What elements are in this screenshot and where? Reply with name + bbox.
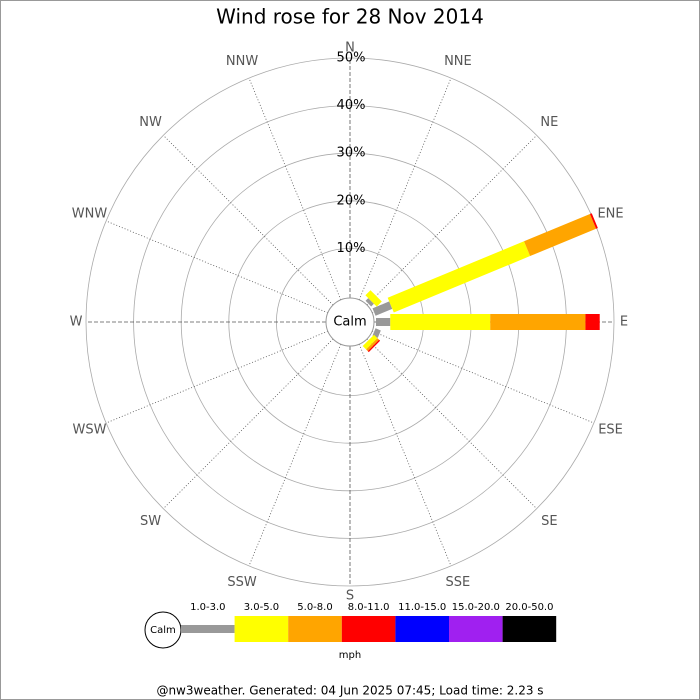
legend-swatch — [341, 616, 396, 642]
legend-label: 8.0-11.0 — [348, 602, 390, 613]
bar-segment — [490, 314, 586, 330]
direction-label: NW — [139, 115, 162, 130]
legend-label: 1.0-3.0 — [190, 602, 225, 613]
bar-segment — [372, 301, 393, 316]
legend-swatch — [288, 616, 342, 642]
legend-label: 5.0-8.0 — [297, 602, 332, 613]
bar-segment — [390, 314, 491, 330]
spoke — [105, 330, 328, 424]
direction-label: WNW — [72, 207, 108, 222]
direction-label: W — [70, 315, 83, 330]
direction-label: ESE — [598, 422, 623, 437]
bar-segment — [523, 213, 597, 257]
legend-swatch — [449, 616, 503, 642]
bar-segment — [362, 334, 378, 350]
direction-label: NNW — [226, 54, 258, 69]
direction-label: ENE — [597, 207, 623, 222]
direction-label: NNE — [444, 54, 472, 69]
legend-label: 11.0-15.0 — [398, 602, 446, 613]
spoke — [248, 344, 342, 567]
direction-label: SW — [140, 514, 161, 529]
legend-swatch — [234, 616, 289, 642]
direction-label: SSE — [446, 575, 471, 590]
r-tick-label: 50% — [337, 51, 366, 66]
r-tick-label: 20% — [337, 193, 366, 208]
spoke — [372, 330, 595, 424]
legend-swatch — [181, 625, 235, 633]
bar-segment — [387, 241, 531, 313]
legend-label: 3.0-5.0 — [244, 602, 279, 613]
spoke — [358, 344, 452, 567]
spoke — [105, 220, 328, 314]
r-tick-label: 30% — [337, 146, 366, 161]
r-tick-label: 10% — [337, 241, 366, 256]
spoke — [366, 338, 537, 509]
calm-circle — [325, 297, 375, 347]
direction-label: SSW — [227, 575, 257, 590]
legend-swatch — [395, 616, 449, 642]
bar-segment — [366, 338, 380, 352]
bar-segment — [585, 314, 600, 330]
legend-calm-label: Calm — [150, 625, 176, 636]
direction-label: S — [346, 589, 354, 604]
spoke — [248, 77, 342, 300]
direction-label: WSW — [72, 422, 106, 437]
spoke — [366, 135, 537, 306]
legend-unit: mph — [339, 650, 361, 661]
grid-ring — [85, 57, 615, 587]
direction-label: N — [345, 41, 355, 56]
direction-label: SE — [541, 514, 557, 529]
footer: @nw3weather. Generated: 04 Jun 2025 07:4… — [156, 684, 543, 698]
bar-segment — [376, 318, 391, 326]
legend-label: 15.0-20.0 — [452, 602, 500, 613]
r-tick-label: 40% — [337, 98, 366, 113]
bar-segment — [367, 339, 381, 353]
calm-label: Calm — [333, 315, 366, 330]
legend-label: 20.0-50.0 — [505, 602, 553, 613]
bar-segment — [365, 290, 382, 307]
spoke — [163, 135, 334, 306]
spoke — [358, 77, 452, 300]
bar-segment — [589, 213, 598, 229]
chart-title: Wind rose for 28 Nov 2014 — [216, 5, 484, 29]
direction-label: NE — [540, 115, 558, 130]
legend-swatch — [502, 616, 557, 642]
direction-label: E — [620, 315, 628, 330]
bar-segment — [365, 298, 374, 307]
spoke — [163, 338, 334, 509]
